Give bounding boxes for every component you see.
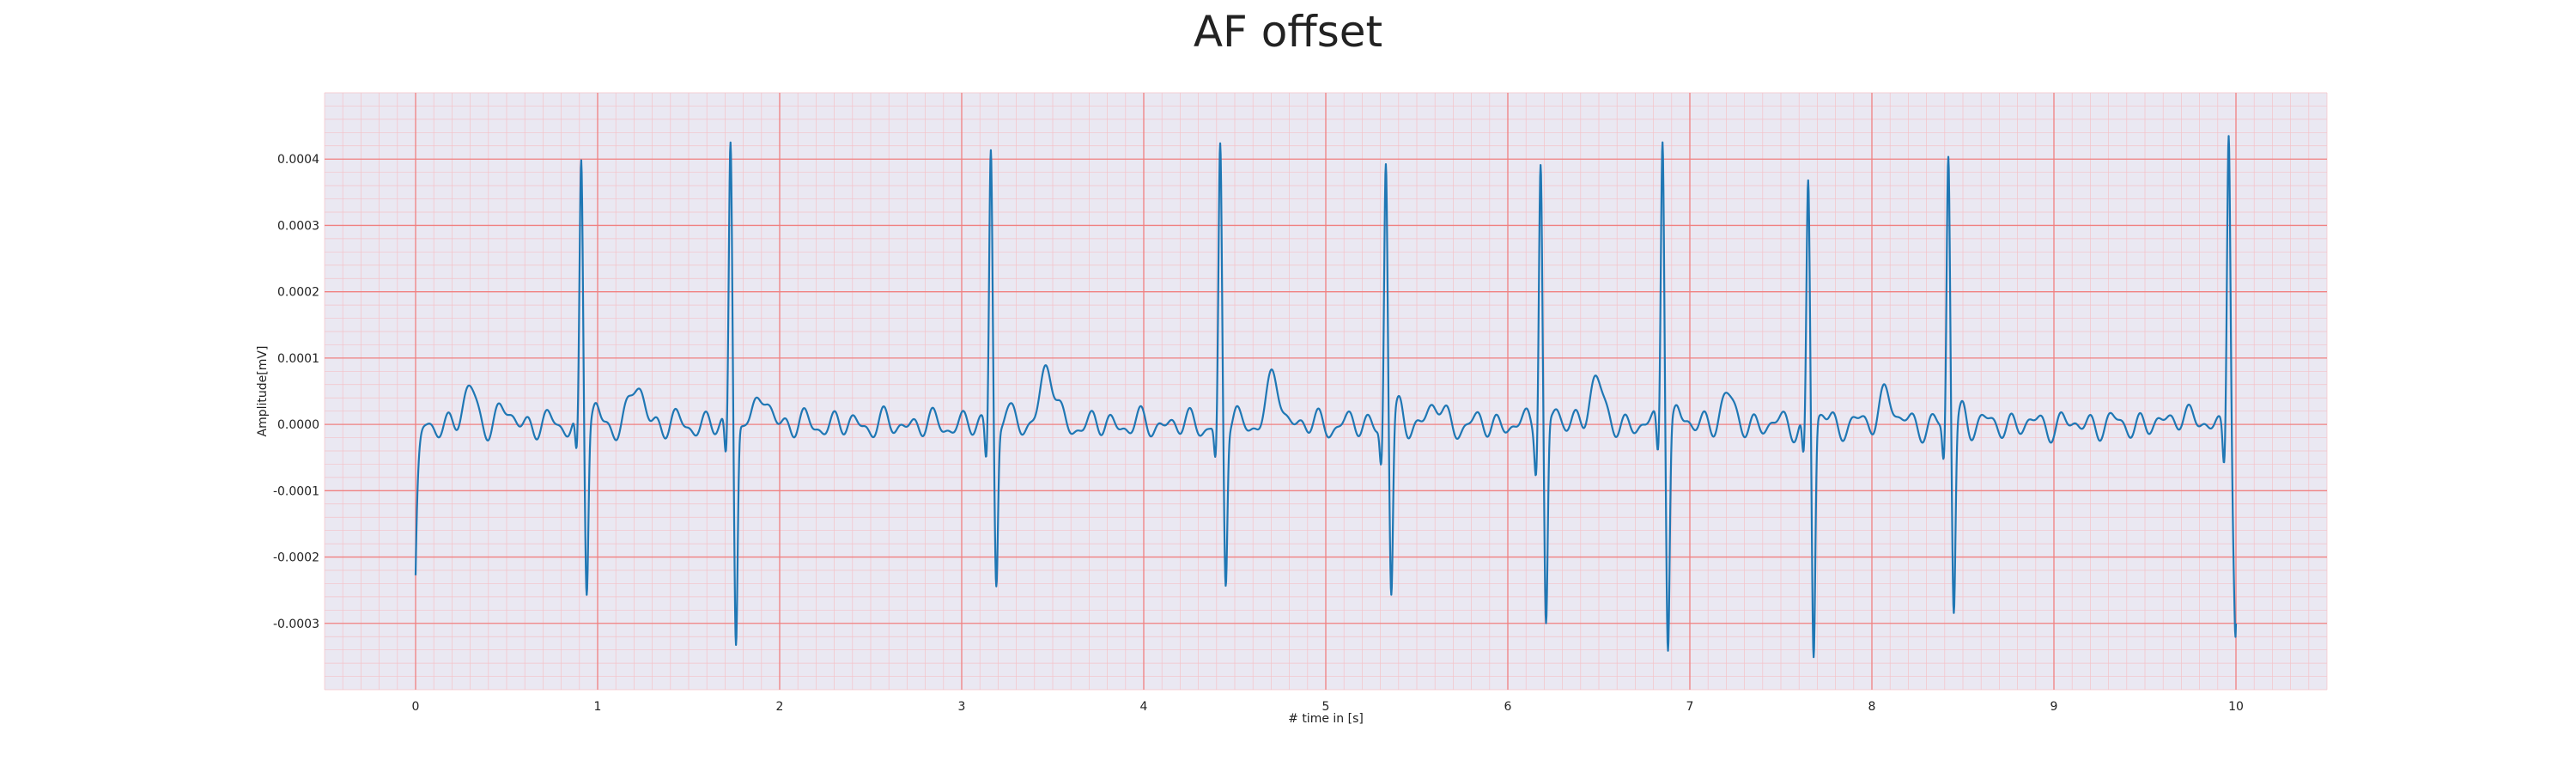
- x-tick-label: 8: [1868, 700, 1876, 714]
- x-tick-label: 2: [776, 700, 784, 714]
- y-tick-label: 0.0003: [277, 219, 319, 233]
- x-tick-label: 6: [1504, 700, 1512, 714]
- y-tick-label: -0.0001: [273, 484, 319, 498]
- y-tick-label: 0.0001: [277, 352, 319, 366]
- y-tick-label: 0.0004: [277, 153, 319, 167]
- major-grid: [325, 93, 2327, 690]
- chart-title: AF offset: [1193, 7, 1383, 57]
- y-tick-label: 0.0000: [277, 418, 319, 432]
- x-tick-label: 3: [958, 700, 966, 714]
- x-tick-label: 5: [1322, 700, 1330, 714]
- x-tick-label: 0: [412, 700, 420, 714]
- x-tick-label: 10: [2228, 700, 2244, 714]
- x-tick-label: 4: [1140, 700, 1148, 714]
- y-axis-label: Amplitude[mV]: [256, 346, 270, 437]
- y-tick-labels: -0.0003 -0.0002 -0.0001 0.0000 0.0001 0.0002 0…: [273, 153, 319, 631]
- x-tick-label: 1: [594, 700, 602, 714]
- series-line: [414, 135, 2238, 659]
- x-tick-label: 9: [2050, 700, 2058, 714]
- x-axis-label: # time in [s]: [1288, 712, 1364, 726]
- y-tick-label: 0.0002: [277, 286, 319, 300]
- x-tick-labels: 0 1 2 3 4 5 6 7 8 9 10: [412, 700, 2244, 714]
- y-tick-label: -0.0003: [273, 618, 319, 631]
- y-tick-label: -0.0002: [273, 551, 319, 565]
- x-tick-label: 7: [1686, 700, 1694, 714]
